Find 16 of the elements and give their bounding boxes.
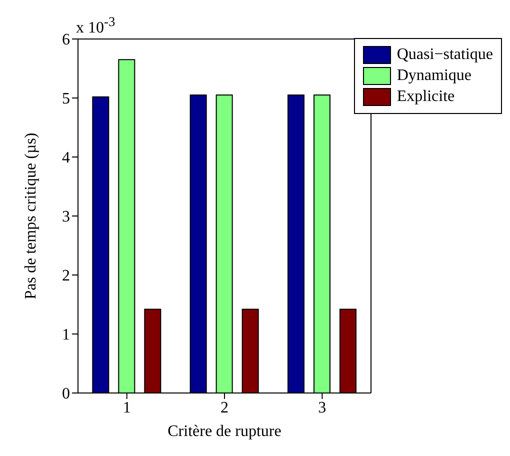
legend-label: Quasi−statique	[396, 46, 493, 64]
y-tick-label: 3	[62, 208, 70, 226]
x-tick-label: 1	[122, 399, 131, 416]
y-tick-label: 1	[62, 326, 70, 344]
x-axis-title: Critère de rupture	[168, 423, 282, 440]
y-tick-label: 2	[62, 268, 70, 285]
legend-label: Dynamique	[396, 67, 472, 85]
y-axis-title: Pas de temps critique (µs)	[22, 132, 40, 300]
x-tick-label: 3	[318, 399, 326, 416]
x-tick-label: 2	[220, 399, 228, 416]
text: x 10$^{-3}$	[76, 14, 116, 38]
y-tick-label: 6	[62, 32, 70, 49]
legend-label: Explicite	[396, 88, 455, 106]
y-tick-label: 5	[62, 90, 70, 108]
y-tick-label: 0	[62, 386, 70, 403]
y-tick-label: 4	[62, 150, 70, 167]
